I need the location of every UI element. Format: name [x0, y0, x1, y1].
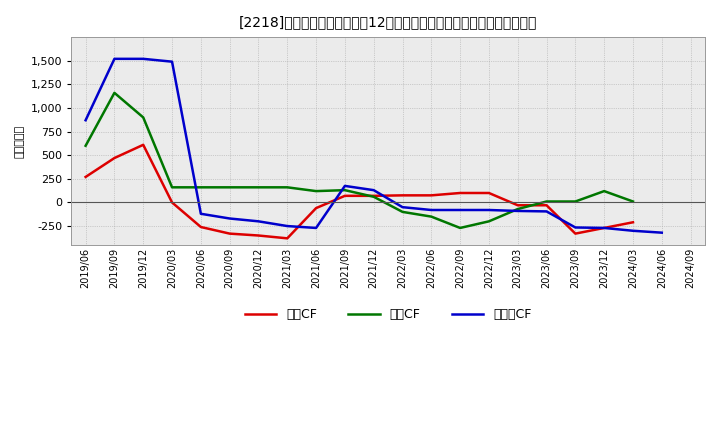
営業CF	[341, 193, 349, 198]
営業CF	[456, 191, 464, 196]
投資CF	[341, 187, 349, 193]
フリーCF	[81, 117, 90, 123]
営業CF	[139, 142, 148, 147]
営業CF	[542, 203, 551, 208]
投資CF	[81, 143, 90, 148]
投資CF	[485, 219, 493, 224]
フリーCF	[398, 205, 407, 210]
フリーCF	[225, 216, 234, 221]
投資CF	[168, 185, 176, 190]
投資CF	[139, 115, 148, 120]
投資CF	[571, 199, 580, 204]
投資CF	[225, 185, 234, 190]
営業CF	[312, 205, 320, 211]
営業CF	[571, 231, 580, 236]
フリーCF	[485, 207, 493, 213]
投資CF	[254, 185, 263, 190]
投資CF	[197, 185, 205, 190]
Y-axis label: （百万円）: （百万円）	[15, 125, 25, 158]
投資CF	[312, 188, 320, 194]
フリーCF	[427, 207, 436, 213]
営業CF	[513, 203, 522, 208]
営業CF	[283, 236, 292, 241]
フリーCF	[168, 59, 176, 64]
フリーCF	[513, 208, 522, 213]
営業CF	[398, 193, 407, 198]
フリーCF	[312, 225, 320, 231]
営業CF	[254, 233, 263, 238]
投資CF	[110, 90, 119, 95]
Title: [2218]　キャッシュフローの12か月移動合計の対前年同期増減額の推移: [2218] キャッシュフローの12か月移動合計の対前年同期増減額の推移	[239, 15, 537, 29]
営業CF	[168, 200, 176, 205]
Line: フリーCF: フリーCF	[86, 59, 662, 233]
フリーCF	[283, 224, 292, 229]
フリーCF	[571, 225, 580, 230]
投資CF	[600, 188, 608, 194]
フリーCF	[629, 228, 637, 234]
営業CF	[81, 174, 90, 180]
フリーCF	[657, 230, 666, 235]
投資CF	[369, 194, 378, 199]
Legend: 営業CF, 投資CF, フリーCF: 営業CF, 投資CF, フリーCF	[240, 303, 536, 326]
フリーCF	[341, 183, 349, 189]
営業CF	[629, 220, 637, 225]
投資CF	[427, 214, 436, 219]
営業CF	[369, 193, 378, 198]
Line: 投資CF: 投資CF	[86, 93, 633, 228]
営業CF	[110, 155, 119, 161]
投資CF	[398, 209, 407, 215]
営業CF	[427, 193, 436, 198]
投資CF	[629, 199, 637, 204]
営業CF	[600, 225, 608, 231]
フリーCF	[254, 219, 263, 224]
営業CF	[225, 231, 234, 236]
投資CF	[283, 185, 292, 190]
フリーCF	[369, 187, 378, 193]
Line: 営業CF: 営業CF	[86, 145, 633, 238]
投資CF	[456, 225, 464, 231]
フリーCF	[600, 225, 608, 231]
営業CF	[485, 191, 493, 196]
フリーCF	[456, 207, 464, 213]
投資CF	[513, 206, 522, 212]
投資CF	[542, 199, 551, 204]
営業CF	[197, 224, 205, 230]
フリーCF	[110, 56, 119, 62]
フリーCF	[542, 209, 551, 214]
フリーCF	[139, 56, 148, 62]
フリーCF	[197, 211, 205, 216]
